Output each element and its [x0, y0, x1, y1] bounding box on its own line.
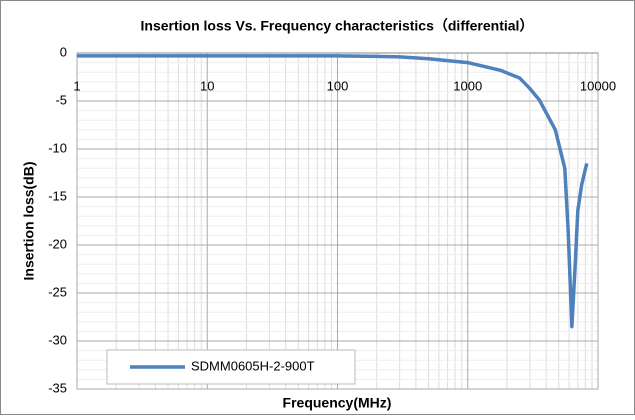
y-tick-label: -5	[55, 92, 67, 107]
y-tick-label: -35	[48, 380, 67, 395]
y-tick-label: -25	[48, 284, 67, 299]
x-axis-label: Frequency(MHz)	[283, 395, 392, 411]
x-tick-label: 100	[327, 78, 349, 93]
y-tick-label: 0	[60, 44, 67, 59]
chart-title: Insertion loss Vs. Frequency characteris…	[141, 18, 534, 34]
y-tick-label: -15	[48, 188, 67, 203]
x-tick-label: 10	[200, 78, 214, 93]
y-tick-label: -30	[48, 332, 67, 347]
legend-label: SDMM0605H-2-900T	[191, 358, 315, 373]
x-tick-label: 1	[73, 78, 80, 93]
y-tick-label: -20	[48, 236, 67, 251]
series-line	[77, 54, 589, 329]
x-tick-label: 10000	[580, 78, 616, 93]
y-axis-label: Insertion loss(dB)	[21, 161, 37, 280]
x-tick-label: 1000	[453, 78, 482, 93]
y-tick-label: -10	[48, 140, 67, 155]
